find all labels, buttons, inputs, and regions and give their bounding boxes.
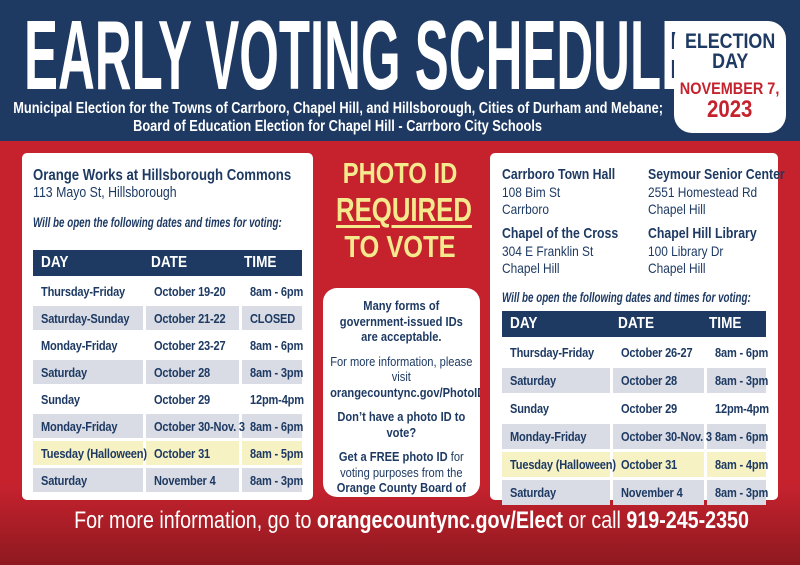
info-more-information: For more information, please visit orang… <box>330 355 480 402</box>
table-row: Thursday-Friday October 26-27 8am - 6pm <box>502 340 769 365</box>
open-note: Will be open the following dates and tim… <box>33 214 282 230</box>
election-day-badge: ELECTION DAY NOVEMBER 7, 2023 <box>674 21 786 133</box>
table-row: Saturday November 4 8am - 3pm <box>33 468 303 492</box>
page-title: EARLY VOTING SCHEDULE <box>24 0 696 110</box>
election-date-month: NOVEMBER 7, <box>680 79 780 98</box>
location-entry: Seymour Senior Center 2551 Homestead Rd … <box>647 166 785 217</box>
table-row: Sunday October 29 12pm-4pm <box>502 396 769 421</box>
locations-grid: Carrboro Town Hall 108 Bim St Carrboro S… <box>502 166 784 277</box>
location-entry: Carrboro Town Hall 108 Bim St Carrboro <box>502 166 616 217</box>
photo-id-headline-line3: TO VOTE <box>344 229 456 264</box>
table-row-halloween-highlight: Tuesday (Halloween) October 31 8am - 4pm <box>502 452 769 477</box>
column-header-day: DAY <box>510 315 538 332</box>
table-header-row: DAY DATE TIME <box>502 311 766 337</box>
photo-id-url: orangecountync.gov/PhotoID <box>330 385 480 400</box>
column-header-date: DATE <box>617 315 654 332</box>
table-row: Monday-Friday October 23-27 8am - 6pm <box>33 333 303 357</box>
column-header-time: TIME <box>244 254 277 271</box>
table-row: Saturday October 28 8am - 3pm <box>502 368 769 393</box>
table-row: Monday-Friday October 30-Nov. 3 8am - 6p… <box>33 414 303 438</box>
photo-id-headline-line2: REQUIRED <box>336 191 472 228</box>
footer-text: For more information, go to orangecounty… <box>74 507 749 534</box>
column-header-time: TIME <box>709 315 742 332</box>
hillsborough-location-card: Orange Works at Hillsborough Commons 113… <box>22 153 313 500</box>
subtitle-line-2: Board of Education Election for Chapel H… <box>133 118 543 135</box>
info-free-photo-id: Get a FREE photo ID for voting purposes … <box>336 450 466 497</box>
table-row: Monday-Friday October 30-Nov. 3 8am - 6p… <box>502 424 769 449</box>
table-body: Thursday-Friday October 26-27 8am - 6pm … <box>502 340 769 505</box>
footer-contact-bar: For more information, go to orangecounty… <box>0 506 800 536</box>
location-name: Orange Works at Hillsborough Commons <box>33 167 292 184</box>
column-header-date: DATE <box>150 254 187 271</box>
location-entry: Chapel of the Cross 304 E Franklin St Ch… <box>502 225 619 276</box>
table-header-row: DAY DATE TIME <box>33 250 302 276</box>
photo-id-info-card: Many forms of government-issued IDs are … <box>323 288 480 497</box>
table-row-halloween-highlight: Tuesday (Halloween) October 31 8am - 5pm <box>33 441 303 465</box>
photo-id-info-content: Many forms of government-issued IDs are … <box>323 288 480 497</box>
location-entry: Chapel Hill Library 100 Library Dr Chape… <box>647 225 757 276</box>
election-date-year: 2023 <box>707 96 753 123</box>
elections-url: orangecountync.gov/Elect <box>316 507 563 534</box>
schedule-table-left: DAY DATE TIME Thursday-Friday October 19… <box>33 250 304 492</box>
phone-number: 919-245-2350 <box>626 507 749 534</box>
election-day-label-2: DAY <box>711 50 749 73</box>
table-row: Thursday-Friday October 19-20 8am - 6pm <box>33 279 303 303</box>
subtitle: Municipal Election for the Towns of Carr… <box>0 100 676 136</box>
table-row: Saturday November 4 8am - 3pm <box>502 480 769 505</box>
open-note: Will be open the following dates and tim… <box>502 289 751 305</box>
info-acceptable-ids: Many forms of government-issued IDs are … <box>339 299 463 344</box>
table-body: Thursday-Friday October 19-20 8am - 6pm … <box>33 279 304 492</box>
header-banner: EARLY VOTING SCHEDULE Municipal Election… <box>0 0 800 141</box>
column-header-day: DAY <box>41 254 69 271</box>
photo-id-headline-line1: PHOTO ID <box>342 158 458 190</box>
table-row: Saturday October 28 8am - 3pm <box>33 360 303 384</box>
table-row: Sunday October 29 12pm-4pm <box>33 387 304 411</box>
photo-id-headline: PHOTO ID REQUIRED TO VOTE <box>318 158 482 265</box>
info-no-photo-id-question: Don’t have a photo ID to vote? <box>337 410 466 440</box>
subtitle-line-1: Municipal Election for the Towns of Carr… <box>13 100 663 117</box>
table-row: Saturday-Sunday October 21-22 CLOSED <box>33 306 302 330</box>
election-day-label-1: ELECTION <box>684 30 776 53</box>
chapel-hill-locations-card: Carrboro Town Hall 108 Bim St Carrboro S… <box>490 153 784 505</box>
location-address: 113 Mayo St, Hillsborough <box>33 185 177 201</box>
schedule-table-right: DAY DATE TIME Thursday-Friday October 26… <box>502 311 769 505</box>
